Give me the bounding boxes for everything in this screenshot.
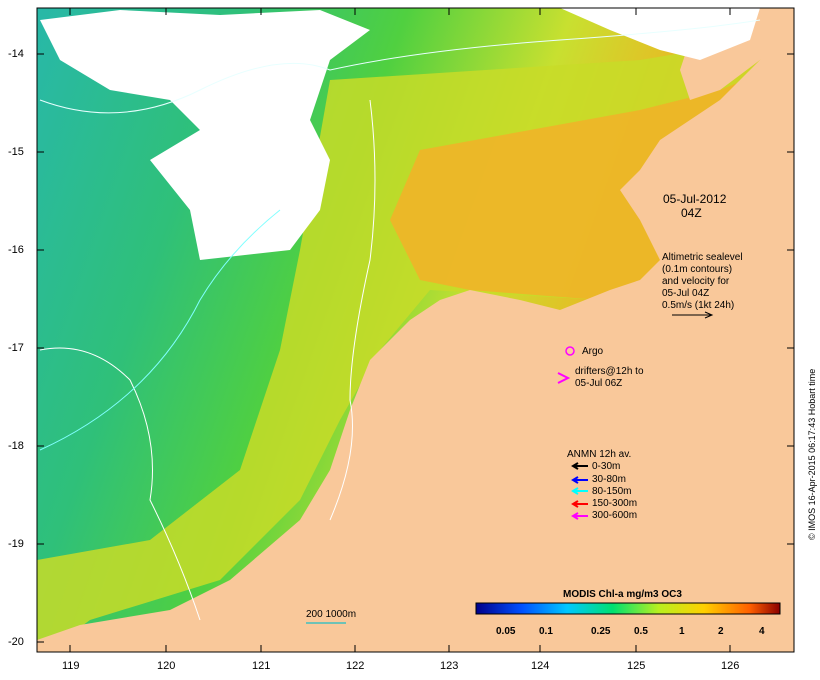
anmn-legend-item: 0-30m	[592, 461, 621, 472]
lat-tick-label: -17	[8, 342, 24, 354]
anmn-legend-item: 30-80m	[592, 474, 626, 485]
lon-tick-label: 126	[721, 660, 740, 672]
colorbar-label: 0.05	[496, 626, 516, 637]
lon-tick-label: 119	[62, 660, 80, 672]
anmn-legend-title: ANMN 12h av.	[567, 449, 632, 460]
colorbar	[475, 602, 781, 615]
map-frame	[36, 7, 795, 653]
lat-tick-marks	[37, 53, 794, 643]
sealevel-contour	[329, 99, 376, 521]
anmn-legend-arrows	[571, 462, 588, 520]
sealevel-note: 05-Jul 04Z	[662, 288, 710, 299]
time-label: 04Z	[681, 206, 702, 220]
argo-marker	[565, 346, 575, 356]
drifters-label: 05-Jul 06Z	[575, 378, 623, 389]
lon-tick-label: 122	[346, 660, 365, 672]
sealevel-note: 0.5m/s (1kt 24h)	[662, 300, 735, 311]
sealevel-note: Altimetric sealevel	[662, 252, 743, 263]
sealevel-contour	[39, 19, 761, 114]
colorbar-title: MODIS Chl-a mg/m3 OC3	[563, 589, 682, 600]
colorbar-label: 4	[759, 626, 765, 637]
drifter-marker	[557, 372, 571, 384]
scale-label: 200 1000m	[306, 609, 357, 620]
cloud-cover	[40, 10, 370, 260]
lon-tick-marks	[69, 8, 731, 652]
lon-tick-label: 124	[531, 660, 550, 672]
lon-tick-label: 121	[252, 660, 271, 672]
sealevel-note: (0.1m contours)	[662, 264, 733, 275]
date-label: 05-Jul-2012	[663, 192, 727, 206]
lon-tick-label: 125	[627, 660, 646, 672]
colorbar-label: 0.5	[634, 626, 648, 637]
lon-tick-label: 120	[157, 660, 176, 672]
lat-tick-label: -14	[8, 48, 24, 60]
colorbar-label: 0.1	[539, 626, 553, 637]
sealevel-contour	[39, 347, 201, 621]
drifters-label: drifters@12h to	[575, 366, 644, 377]
credit-label: © IMOS 16-Apr-2015 06:17:43 Hobart time	[807, 368, 817, 540]
cloud-cover-ne	[560, 8, 760, 60]
colorbar-label: 2	[718, 626, 724, 637]
colorbar-label: 0.25	[591, 626, 611, 637]
lat-tick-label: -18	[8, 440, 24, 452]
lon-tick-label: 123	[440, 660, 459, 672]
lat-tick-label: -20	[8, 636, 24, 648]
colorbar-label: 1	[679, 626, 685, 637]
land-mass	[37, 40, 794, 652]
bathymetry-contour	[39, 209, 281, 451]
anmn-legend-item: 80-150m	[592, 486, 632, 497]
anmn-legend-item: 150-300m	[592, 498, 638, 509]
argo-label: Argo	[582, 346, 604, 357]
lat-tick-label: -15	[8, 146, 24, 158]
lat-tick-label: -16	[8, 244, 24, 256]
lat-tick-label: -19	[8, 538, 24, 550]
sealevel-note: and velocity for	[662, 276, 730, 287]
anmn-legend-item: 300-600m	[592, 510, 638, 521]
